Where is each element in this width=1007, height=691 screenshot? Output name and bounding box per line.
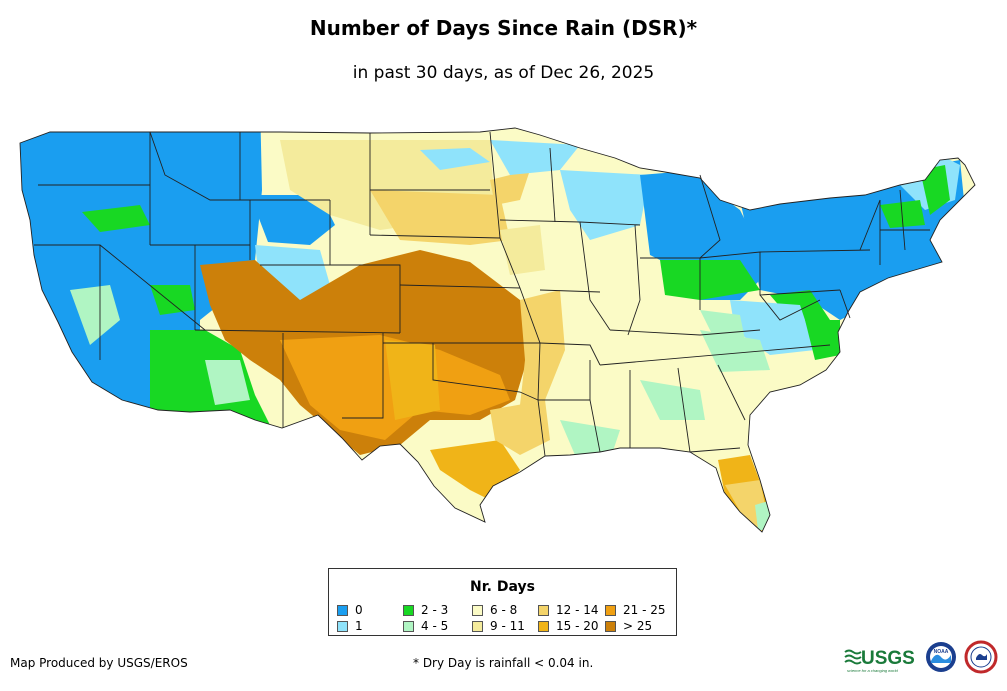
legend-label: 21 - 25: [623, 603, 666, 617]
dry-day-footnote: * Dry Day is rainfall < 0.04 in.: [413, 656, 594, 670]
legend-swatch: [337, 620, 348, 632]
usgs-logo-text: USGS: [861, 648, 915, 669]
legend-swatch: [605, 620, 616, 632]
map-subtitle: in past 30 days, as of Dec 26, 2025: [352, 63, 655, 83]
usgs-logo: USGS science for a changing world: [844, 648, 915, 673]
legend-label: 6 - 8: [490, 603, 518, 617]
legend-swatch: [538, 620, 549, 632]
legend-swatch: [337, 604, 348, 616]
legend-item-3: 4 - 5: [403, 619, 448, 633]
legend-item-2: 2 - 3: [403, 603, 448, 617]
noaa-logo: NOAA: [926, 642, 956, 672]
legend-label: 2 - 3: [421, 603, 449, 617]
legend-label: 0: [355, 603, 363, 617]
legend-title: Nr. Days: [470, 579, 535, 595]
legend-item-8: 21 - 25: [605, 603, 666, 617]
legend-swatch: [472, 620, 483, 632]
legend-swatch: [403, 604, 414, 616]
us-map: [19, 127, 976, 533]
legend-swatch: [605, 604, 616, 616]
nws-logo: [964, 640, 998, 674]
legend-item-4: 6 - 8: [472, 603, 517, 617]
legend-item-1: 1: [337, 619, 363, 633]
legend-label: 1: [355, 619, 363, 633]
legend-label: 15 - 20: [556, 619, 599, 633]
map-title: Number of Days Since Rain (DSR)*: [309, 16, 698, 40]
dsr-shading: [20, 128, 975, 532]
legend-swatch: [538, 604, 549, 616]
legend-item-7: 15 - 20: [538, 619, 599, 633]
legend-item-6: 12 - 14: [538, 603, 599, 617]
agency-logos: USGS science for a changing world NOAA: [844, 640, 998, 674]
usgs-tagline: science for a changing world: [847, 668, 898, 673]
legend: Nr. Days 0 1 2 - 3 4 - 5 6 - 8 9 - 11 12…: [328, 568, 677, 636]
legend-item-0: 0: [337, 603, 363, 617]
map-credit: Map Produced by USGS/EROS: [10, 656, 188, 670]
legend-item-9: > 25: [605, 619, 652, 633]
legend-swatch: [472, 604, 483, 616]
legend-swatch: [403, 620, 414, 632]
legend-label: > 25: [623, 619, 653, 633]
legend-label: 9 - 11: [490, 619, 525, 633]
legend-item-5: 9 - 11: [472, 619, 525, 633]
legend-label: 12 - 14: [556, 603, 599, 617]
legend-label: 4 - 5: [421, 619, 449, 633]
state-borders: [19, 127, 976, 533]
noaa-logo-text: NOAA: [934, 649, 949, 655]
